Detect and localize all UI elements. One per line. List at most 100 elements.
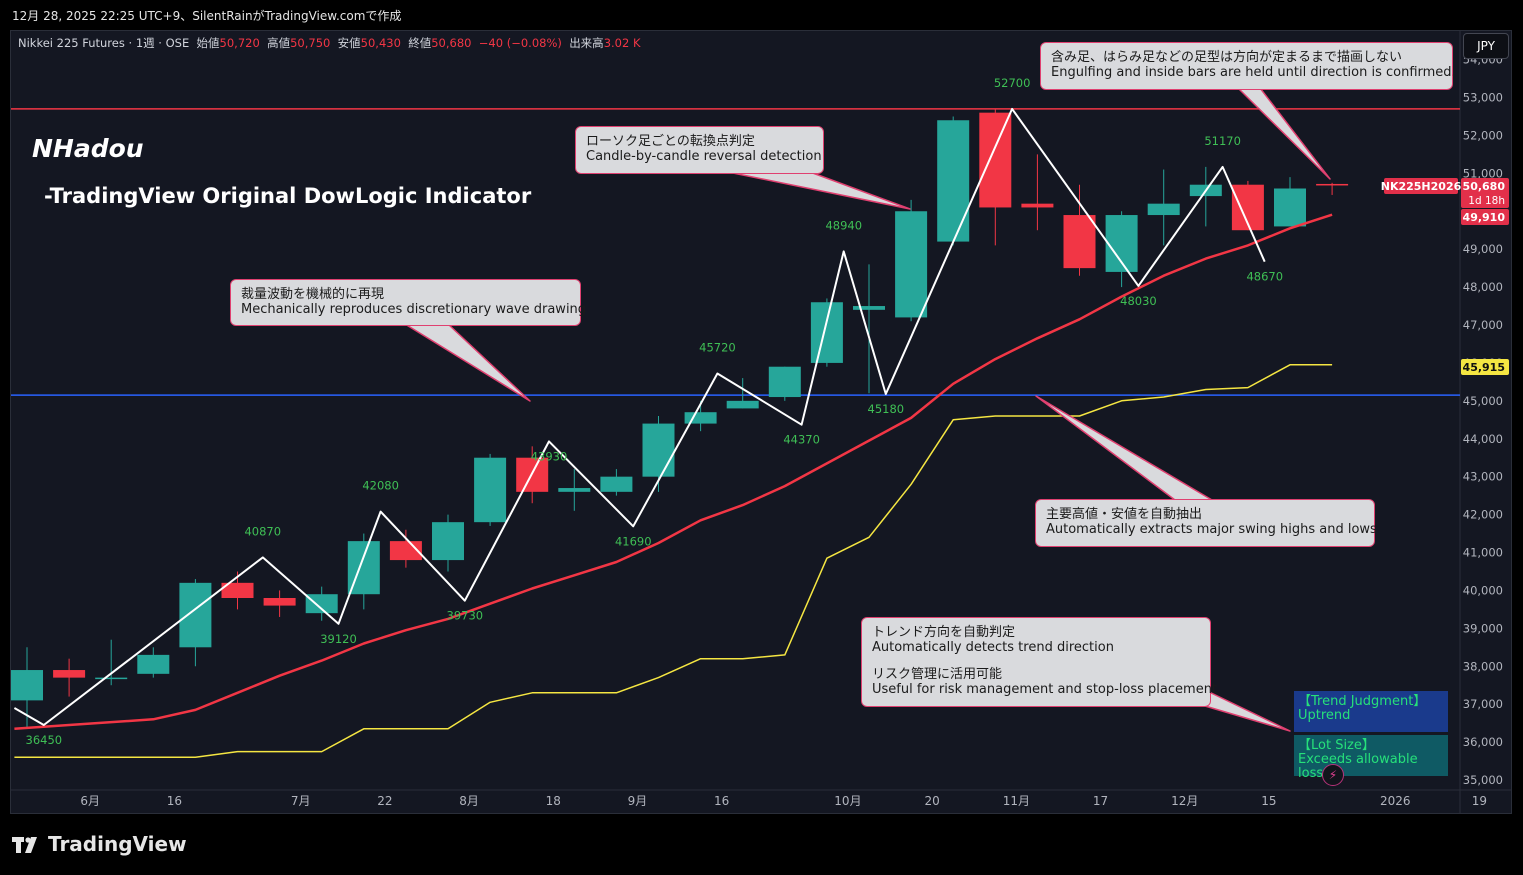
ma-red-price-tag-bg xyxy=(1461,209,1509,225)
callout-engulf-jp: 含み足、はらみ足などの足型は方向が定まるまで描画しない xyxy=(1051,50,1403,65)
candle-body xyxy=(726,400,759,409)
top-caption-bar: 12月 28, 2025 22:25 UTC+9、SilentRainがTrad… xyxy=(0,0,1523,30)
callout-trend-jp1: トレンド方向を自動判定 xyxy=(872,625,1016,640)
candle-body xyxy=(432,522,464,561)
y-tick-label: 40,000 xyxy=(1463,583,1503,597)
candle-body xyxy=(221,582,254,598)
ma-yellow-price-tag: 45,915 xyxy=(1463,361,1505,374)
legend-open: 50,720 xyxy=(219,36,260,50)
caption-text: 12月 28, 2025 22:25 UTC+9、SilentRainがTrad… xyxy=(12,9,402,23)
callout-swing-en: Automatically extracts major swing highs… xyxy=(1046,522,1377,537)
x-tick-label: 17 xyxy=(1093,794,1108,808)
legend-close: 50,680 xyxy=(431,36,472,50)
legend-volume-label: 出来高 xyxy=(569,36,604,50)
dowlogic-zigzag-line xyxy=(13,107,1266,726)
callout-swing-pointer xyxy=(1035,395,1213,501)
y-tick-label: 45,000 xyxy=(1463,394,1503,408)
callout-reversal-pointer xyxy=(727,171,911,210)
x-tick-label: 7月 xyxy=(291,794,311,808)
candle-body xyxy=(895,211,928,318)
swing-label: 36450 xyxy=(26,733,63,747)
ma-yellow-line xyxy=(14,364,1333,759)
candle-body xyxy=(1063,215,1096,269)
candle-body xyxy=(979,112,1012,208)
candle-body xyxy=(1274,188,1306,227)
legend-low: 50,430 xyxy=(360,36,401,50)
legend-symbol[interactable]: Nikkei 225 Futures · 1週 · OSE xyxy=(18,36,190,50)
tradingview-logo-text[interactable]: TradingView xyxy=(48,832,187,856)
candle-body xyxy=(137,654,170,674)
legend-high-label: 高値 xyxy=(267,36,291,50)
candle-body xyxy=(642,423,675,477)
candle-body xyxy=(95,677,128,680)
callout-engulf: 含み足、はらみ足などの足型は方向が定まるまで描画しない Engulfing an… xyxy=(1040,42,1456,90)
swing-label: 41690 xyxy=(615,534,652,548)
x-tick-label: 16 xyxy=(167,794,182,808)
candle-body xyxy=(11,670,43,701)
ma-red-line xyxy=(14,213,1333,731)
x-tick-label: 20 xyxy=(925,794,940,808)
candle-body xyxy=(305,594,338,614)
x-tick-label: 19 xyxy=(1472,794,1487,808)
lightning-icon[interactable]: ⚡ xyxy=(1322,764,1344,786)
y-tick-label: 43,000 xyxy=(1463,470,1503,484)
countdown-tag: 1d 18h xyxy=(1468,195,1505,207)
legend-change: −40 (−0.08%) xyxy=(478,36,562,50)
callout-mechanical-pointer xyxy=(404,323,531,402)
trend-judgment-value: Uptrend xyxy=(1298,708,1351,723)
callout-reversal: ローソク足ごとの転換点判定 Candle-by-candle reversal … xyxy=(575,126,824,174)
callout-swing: 主要高値・安値を自動抽出 Automatically extracts majo… xyxy=(1035,499,1377,547)
callout-trend-pointer xyxy=(1204,689,1291,732)
candle-body xyxy=(53,670,86,678)
x-tick-label: 22 xyxy=(377,794,392,808)
swing-label: 44370 xyxy=(783,433,820,447)
x-tick-label: 8月 xyxy=(459,794,479,808)
swing-label: 45720 xyxy=(699,341,736,355)
candle-body xyxy=(853,306,885,310)
plot-group: 36450 40870 39120 42080 39730 43930 41690 45720… xyxy=(11,76,1460,759)
y-tick-label: 52,000 xyxy=(1463,128,1503,142)
y-tick-label: 42,000 xyxy=(1463,508,1503,522)
last-price-tag: 50,680 xyxy=(1463,180,1506,193)
y-tick-label: 37,000 xyxy=(1463,697,1503,711)
swing-label: 52700 xyxy=(994,76,1031,90)
callout-trend-en2: Useful for risk management and stop-loss… xyxy=(872,682,1218,697)
x-tick-label: 12月 xyxy=(1171,794,1198,808)
y-tick-label: 44,000 xyxy=(1463,432,1503,446)
currency-button[interactable]: JPY xyxy=(1463,33,1509,59)
ma-yellow-price-tag-bg xyxy=(1461,359,1509,375)
ma-red-price-tag: 49,910 xyxy=(1463,211,1506,224)
candle-body xyxy=(1147,203,1180,216)
y-tick-label: 51,000 xyxy=(1463,166,1503,180)
swing-label: 39730 xyxy=(447,609,484,623)
x-tick-label: 18 xyxy=(546,794,561,808)
y-tick-label: 39,000 xyxy=(1463,621,1503,635)
y-tick-label: 49,000 xyxy=(1463,242,1503,256)
swing-label: 43930 xyxy=(531,449,568,463)
callout-engulf-en: Engulfing and inside bars are held until… xyxy=(1051,65,1456,80)
ohlc-legend: Nikkei 225 Futures · 1週 · OSE 始値50,720 高… xyxy=(18,35,641,51)
symbol-price-tag-bg xyxy=(1384,178,1458,194)
swing-label: 48940 xyxy=(825,218,862,232)
y-tick-label: 48,000 xyxy=(1463,280,1503,294)
swing-label: 42080 xyxy=(362,479,399,493)
callout-trend-jp2: リスク管理に活用可能 xyxy=(872,667,1003,682)
x-tick-label: 16 xyxy=(714,794,729,808)
swing-label: 40870 xyxy=(244,524,281,538)
overlay-subtitle: -TradingView Original DowLogic Indicator xyxy=(44,184,532,208)
y-tick-label: 47,000 xyxy=(1463,318,1503,332)
candle-body xyxy=(1021,203,1054,208)
candle-body xyxy=(558,488,591,492)
candle-body xyxy=(684,412,717,424)
swing-label: 48030 xyxy=(1120,294,1157,308)
swing-label: 51170 xyxy=(1204,134,1241,148)
callout-trend: トレンド方向を自動判定 Automatically detects trend … xyxy=(861,617,1218,707)
callout-mechanical-en: Mechanically reproduces discretionary wa… xyxy=(241,302,587,317)
callout-mechanical: 裁量波動を機械的に再現 Mechanically reproduces disc… xyxy=(230,279,587,326)
callout-mechanical-jp: 裁量波動を機械的に再現 xyxy=(241,287,385,302)
candle-body xyxy=(768,366,801,398)
callout-trend-en1: Automatically detects trend direction xyxy=(872,640,1114,655)
legend-close-label: 終値 xyxy=(408,36,432,50)
overlay-brand: NHadou xyxy=(32,134,144,163)
